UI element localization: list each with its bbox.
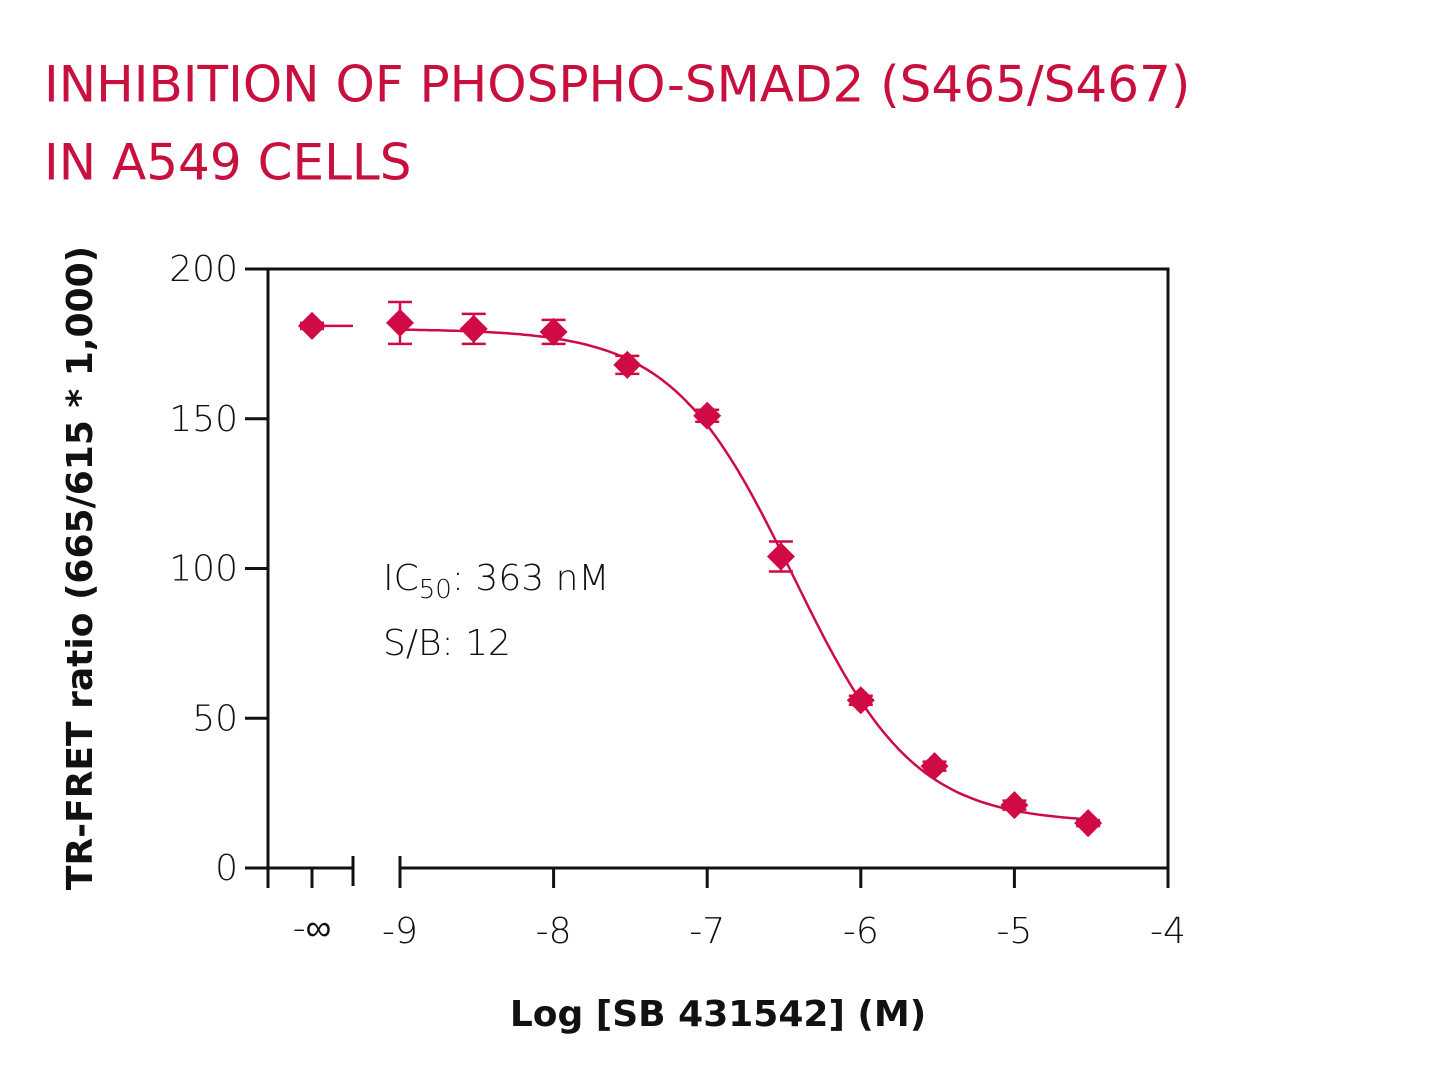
annotation-text: IC (383, 558, 419, 599)
annotation-subscript: 50 (419, 575, 452, 605)
x-tick-label: -6 (843, 911, 879, 952)
x-tick-label: -4 (1150, 911, 1186, 952)
data-point (613, 350, 642, 379)
y-tick-label: 50 (192, 698, 238, 739)
x-tick-label: -5 (996, 911, 1032, 952)
data-point (920, 752, 949, 781)
annotation: IC50: 363 nM (383, 558, 609, 605)
x-tick-label: -∞ (293, 908, 332, 949)
x-axis-title: Log [SB 431542] (M) (510, 994, 926, 1035)
x-tick-label: -9 (382, 911, 418, 952)
y-tick-label: 100 (169, 549, 238, 590)
fit-curve (400, 328, 1089, 821)
x-tick-label: -8 (536, 911, 572, 952)
data-point (1074, 809, 1103, 838)
control-point (298, 311, 326, 340)
y-tick-label: 200 (169, 249, 238, 290)
annotation: S/B: 12 (383, 623, 511, 664)
data-point (386, 308, 414, 337)
data-point (1000, 791, 1029, 820)
data-point (766, 542, 795, 571)
y-axis-title: TR-FRET ratio (665/615 * 1,000) (60, 246, 101, 890)
y-tick-label: 0 (215, 848, 238, 889)
data-point (539, 317, 568, 346)
data-point (846, 686, 875, 715)
y-tick-label: 150 (169, 399, 238, 440)
data-point (693, 401, 722, 430)
chart-title: IN A549 CELLS (44, 134, 412, 192)
data-point (459, 314, 488, 343)
x-tick-label: -7 (689, 911, 725, 952)
annotation-text: : 363 nM (452, 558, 610, 599)
chart-title: INHIBITION OF PHOSPHO-SMAD2 (S465/S467) (44, 56, 1190, 114)
